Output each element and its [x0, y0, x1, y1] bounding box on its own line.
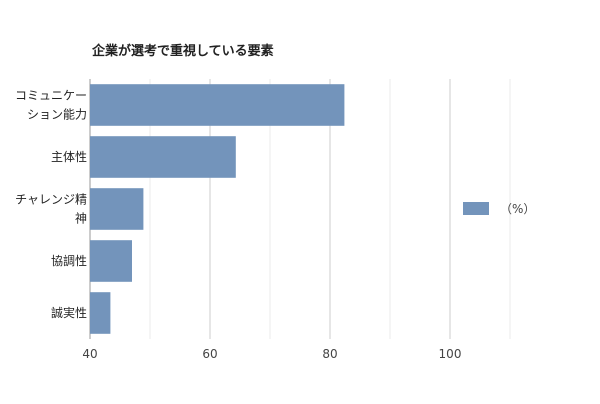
x-tick-labels: 40 60 80 100 [82, 347, 461, 361]
x-tick-label: 40 [82, 347, 97, 361]
x-tick-label: 100 [439, 347, 462, 361]
bar [90, 240, 132, 282]
bar [90, 84, 345, 126]
category-label: 誠実性 [51, 305, 87, 320]
category-label: 神 [75, 212, 87, 226]
x-tick-label: 60 [202, 347, 217, 361]
category-label: 主体性 [51, 150, 87, 164]
category-label: 協調性 [51, 253, 87, 268]
legend-swatch [463, 202, 489, 215]
chart-title: 企業が選考で重視している要素 [91, 43, 274, 59]
category-label: チャレンジ精 [15, 193, 87, 207]
legend-label: （%） [500, 202, 535, 216]
x-tick-label: 80 [322, 347, 337, 361]
legend: （%） [463, 202, 535, 216]
bar [90, 136, 236, 178]
bar [90, 188, 144, 230]
category-label: コミュニケー [15, 89, 87, 103]
category-label: ション能力 [27, 108, 87, 122]
bar [90, 292, 111, 334]
bars [90, 84, 345, 334]
